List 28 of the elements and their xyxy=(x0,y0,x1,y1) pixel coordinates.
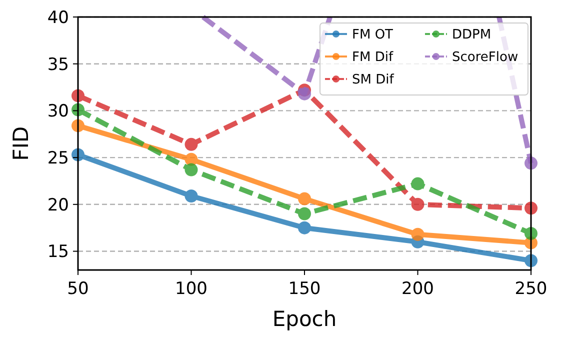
legend-label: DDPM xyxy=(452,28,492,43)
x-tick-label: 250 xyxy=(514,279,548,299)
legend-label: SM Dif xyxy=(352,72,394,88)
point xyxy=(298,221,311,234)
y-tick-label: 15 xyxy=(47,242,69,262)
point xyxy=(411,177,424,190)
y-tick-label: 30 xyxy=(47,102,69,122)
point xyxy=(184,138,198,151)
y-tick-label: 40 xyxy=(47,8,69,28)
point xyxy=(298,207,311,220)
point xyxy=(184,163,198,176)
legend-label: FM OT xyxy=(352,28,394,43)
y-tick-label: 25 xyxy=(47,148,69,169)
y-tick-label: 35 xyxy=(47,54,69,75)
x-tick-label: 150 xyxy=(288,279,321,299)
y-axis-title: FID xyxy=(9,126,33,161)
x-axis-title: Epoch xyxy=(272,307,337,331)
point xyxy=(411,228,424,241)
point xyxy=(184,189,198,202)
y-tick-label: 20 xyxy=(47,195,69,216)
point xyxy=(298,192,311,206)
x-tick-label: 50 xyxy=(67,279,89,299)
x-tick-label: 200 xyxy=(402,279,434,299)
point xyxy=(298,87,311,100)
legend-label: ScoreFlow xyxy=(452,50,518,66)
x-tick-label: 100 xyxy=(175,279,208,299)
legend-label: FM Dif xyxy=(352,50,394,66)
point xyxy=(411,198,424,211)
